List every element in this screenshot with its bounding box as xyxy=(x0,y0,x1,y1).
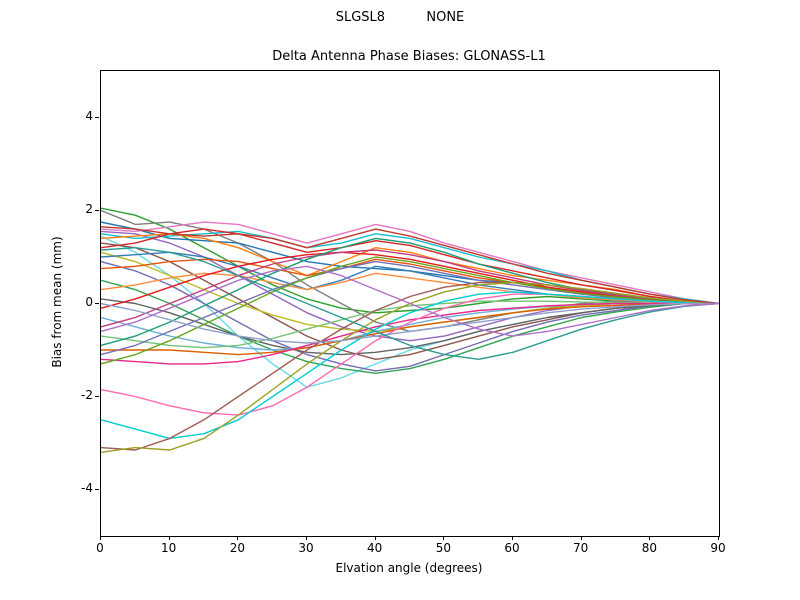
series-line-13 xyxy=(101,260,719,372)
x-axis-label: Elvation angle (degrees) xyxy=(335,561,483,575)
y-tick-label: 2 xyxy=(85,201,93,216)
x-tick-mark xyxy=(237,536,239,540)
y-tick-mark xyxy=(95,395,99,397)
x-tick-mark xyxy=(168,536,170,540)
series-line-23 xyxy=(101,302,719,356)
series-line-21 xyxy=(101,300,719,349)
chart-lines xyxy=(101,207,719,453)
chart-title: Delta Antenna Phase Biases: GLONASS-L1 xyxy=(272,49,546,64)
x-tick-label: 20 xyxy=(229,541,245,555)
series-line-15 xyxy=(101,279,719,374)
plot-area xyxy=(100,70,720,537)
x-tick-mark xyxy=(649,536,651,540)
y-tick-mark xyxy=(95,302,99,304)
series-line-16 xyxy=(101,272,719,305)
series-line-20 xyxy=(101,249,719,328)
x-tick-mark xyxy=(100,536,101,540)
series-line-29 xyxy=(101,281,719,451)
x-tick-mark xyxy=(512,536,513,540)
x-tick-label: 90 xyxy=(710,541,726,555)
x-tick-label: 30 xyxy=(298,541,314,555)
y-tick-label: -4 xyxy=(81,480,93,495)
x-tick-label: 0 xyxy=(96,541,104,555)
x-tick-label: 70 xyxy=(573,541,589,555)
series-line-4 xyxy=(101,221,719,305)
y-tick-mark xyxy=(95,209,99,211)
series-line-28 xyxy=(101,291,719,440)
series-line-10 xyxy=(101,228,719,305)
y-tick-label: 4 xyxy=(85,108,93,123)
y-tick-mark xyxy=(95,116,99,118)
y-tick-label: 0 xyxy=(85,294,93,309)
y-tick-mark xyxy=(95,488,99,490)
x-tick-label: 40 xyxy=(367,541,383,555)
series-line-26 xyxy=(101,256,719,365)
series-line-34 xyxy=(101,265,719,337)
series-line-24 xyxy=(101,260,719,356)
x-tick-mark xyxy=(443,536,445,540)
x-tick-label: 80 xyxy=(641,541,657,555)
figure-suptitle: SLGSL8 NONE xyxy=(335,10,465,25)
series-line-32 xyxy=(101,302,719,344)
series-line-25 xyxy=(101,302,719,365)
x-tick-mark xyxy=(718,536,719,540)
x-tick-label: 10 xyxy=(161,541,177,555)
x-tick-label: 60 xyxy=(504,541,520,555)
x-tick-mark xyxy=(580,536,582,540)
series-line-33 xyxy=(101,246,719,360)
x-tick-label: 50 xyxy=(435,541,451,555)
y-tick-label: -2 xyxy=(81,387,93,402)
series-line-8 xyxy=(101,233,719,305)
x-tick-mark xyxy=(374,536,376,540)
x-tick-mark xyxy=(306,536,307,540)
series-line-31 xyxy=(101,226,719,305)
